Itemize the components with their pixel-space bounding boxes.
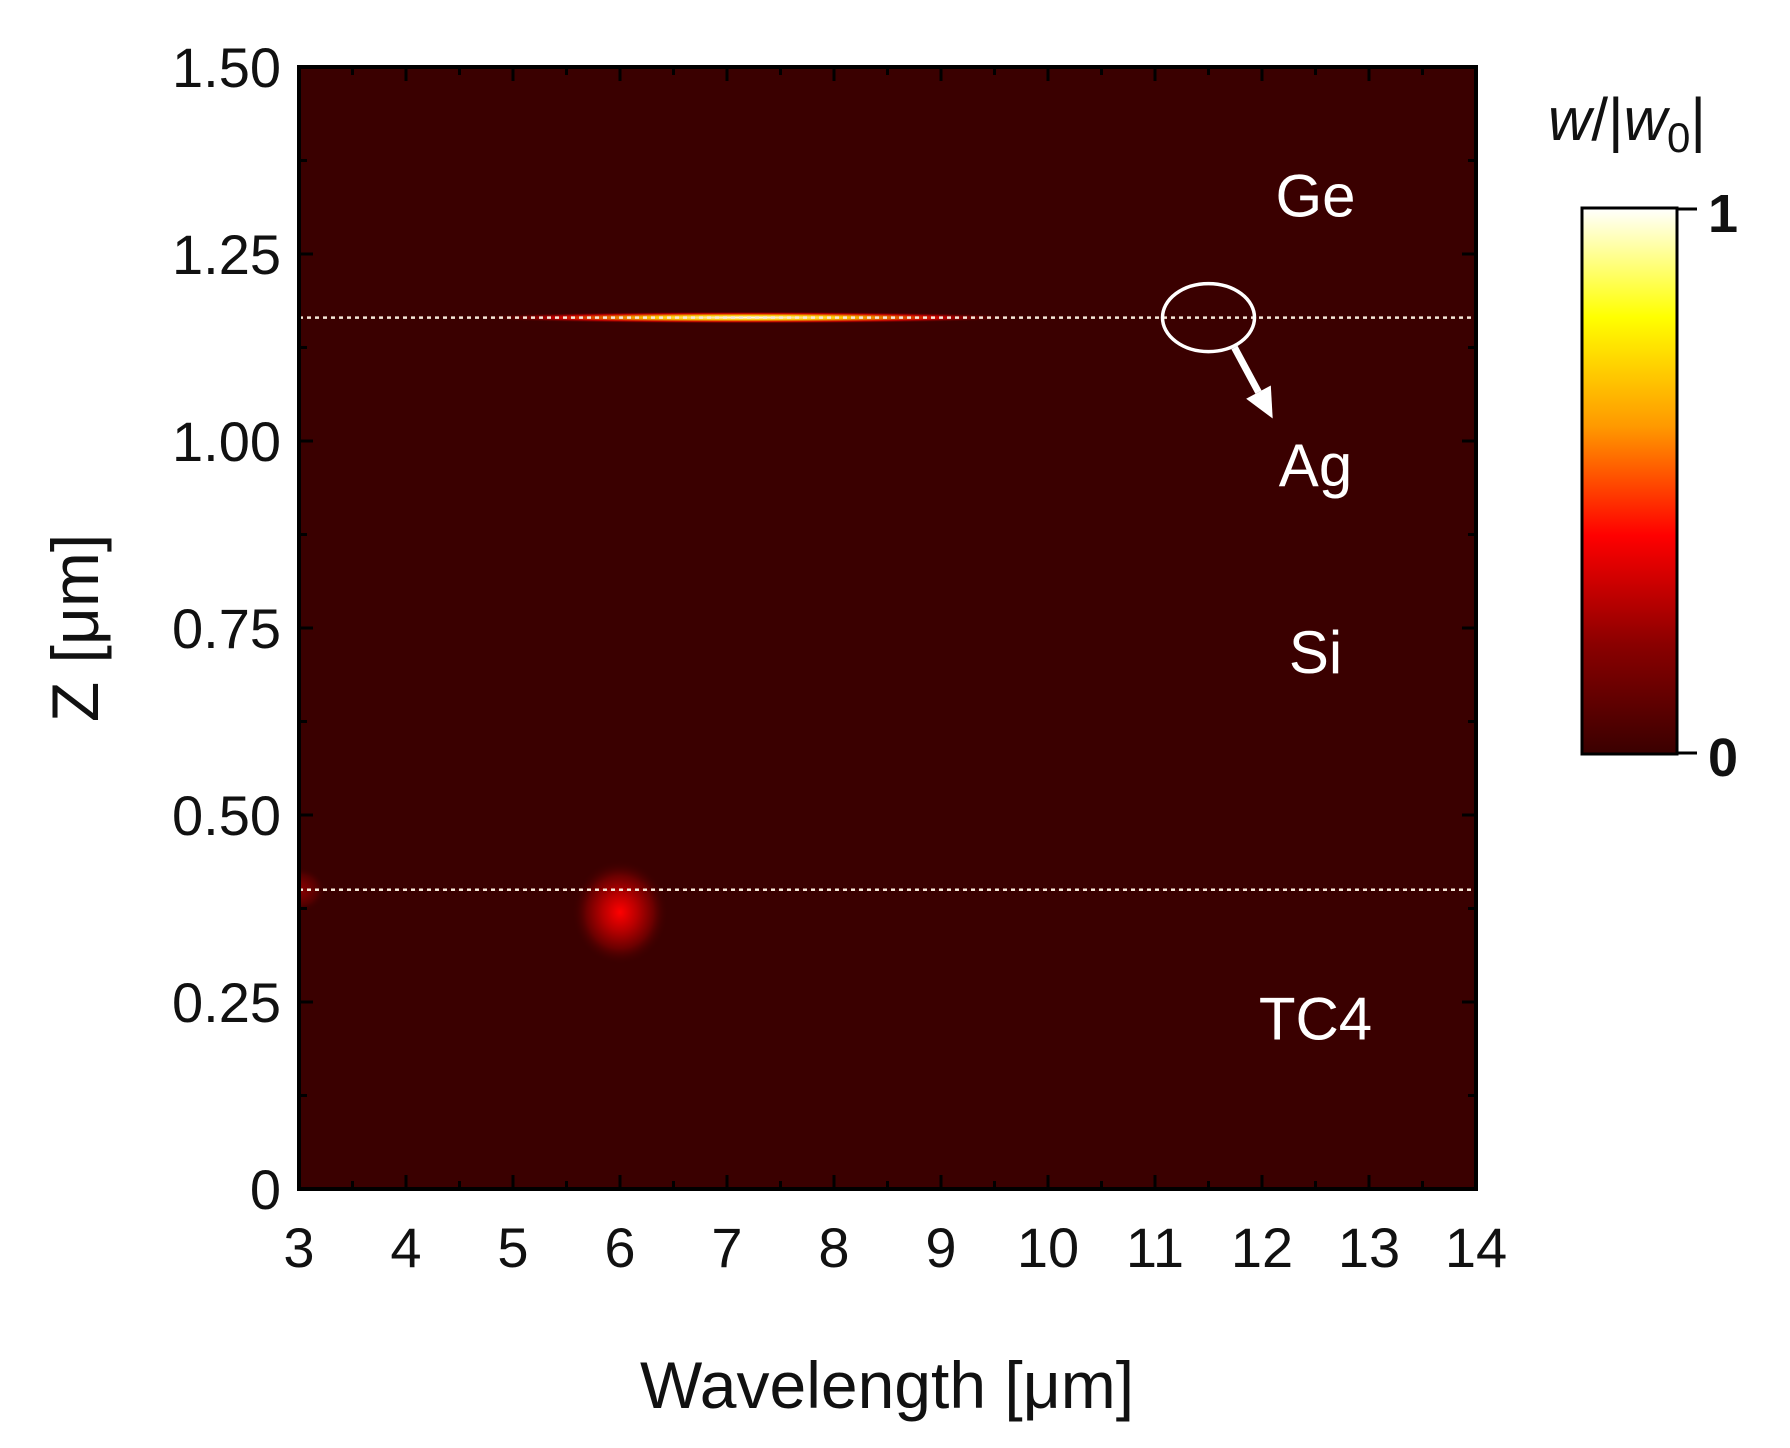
x-tick-label: 7 xyxy=(711,1216,742,1279)
colorbar-title-w0: w xyxy=(1624,86,1671,153)
annotation-arrow-head xyxy=(1246,385,1273,419)
colorbar-title-end: | xyxy=(1690,86,1706,153)
layer-label-ge: Ge xyxy=(1275,163,1355,230)
colorbar-max-label: 1 xyxy=(1708,184,1738,244)
colorbar-title-slash: /| xyxy=(1591,86,1623,153)
x-tick-label: 8 xyxy=(818,1216,849,1279)
y-tick-label: 0 xyxy=(250,1158,281,1221)
x-tick-label: 9 xyxy=(925,1216,956,1279)
y-axis-label: Z [μm] xyxy=(38,534,112,722)
annotation-ellipse xyxy=(1160,281,1257,354)
colorbar-title-sub: 0 xyxy=(1667,114,1690,161)
y-tick-label: 1.25 xyxy=(172,223,281,286)
x-tick-label: 11 xyxy=(1126,1216,1184,1279)
x-tick-label: 5 xyxy=(497,1216,528,1279)
x-tick-label: 3 xyxy=(283,1216,314,1279)
colorbar-title: w/|w0| xyxy=(1548,86,1706,161)
plot-background xyxy=(299,67,1476,1189)
hotspot-tc4-surface-absorption xyxy=(571,859,669,965)
x-tick-label: 10 xyxy=(1017,1216,1079,1279)
layer-label-tc4: TC4 xyxy=(1259,985,1372,1052)
y-tick-label: 0.75 xyxy=(172,597,281,660)
x-tick-label: 14 xyxy=(1445,1216,1507,1279)
x-tick-label: 4 xyxy=(390,1216,421,1279)
y-tick-label: 0.25 xyxy=(172,971,281,1034)
y-tick-label: 1.50 xyxy=(172,36,281,99)
layer-label-ag: Ag xyxy=(1279,432,1352,499)
colorbar-title-w: w xyxy=(1548,86,1595,153)
x-tick-label: 12 xyxy=(1231,1216,1293,1279)
x-tick-label: 13 xyxy=(1338,1216,1400,1279)
x-axis-label: Wavelength [μm] xyxy=(640,1348,1134,1422)
hotspot-tc4-edge-absorption xyxy=(299,867,326,913)
layer-label-si: Si xyxy=(1289,619,1342,686)
x-tick-label: 6 xyxy=(604,1216,635,1279)
colorbar-min-label: 0 xyxy=(1708,728,1738,788)
y-tick-label: 1.00 xyxy=(172,410,281,473)
colorbar xyxy=(1580,206,1679,756)
annotation-arrow-shaft xyxy=(1231,345,1262,394)
y-tick-label: 0.50 xyxy=(172,784,281,847)
